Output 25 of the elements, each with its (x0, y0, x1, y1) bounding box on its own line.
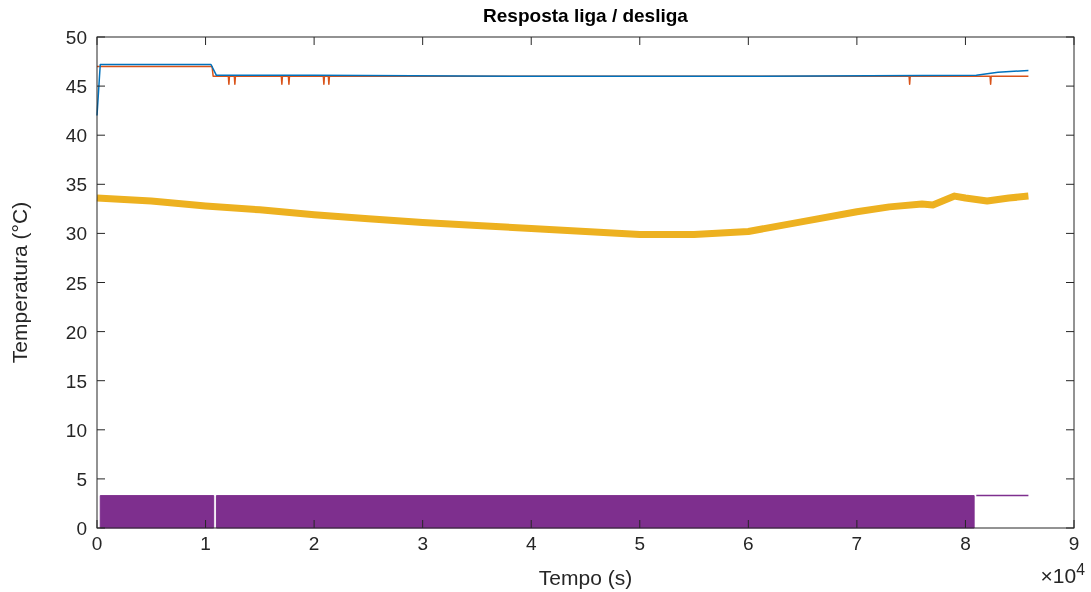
x-axis-title: Tempo (s) (538, 566, 633, 589)
y-tick-label: 50 (65, 27, 87, 48)
y-axis-title: Temperatura (°C) (8, 201, 31, 364)
y-tick-label: 35 (65, 174, 87, 196)
y-tick-label: 45 (65, 76, 87, 98)
x-tick-label: 7 (851, 533, 863, 554)
y-tick-label: 15 (65, 370, 87, 392)
x-tick-label: 5 (634, 533, 646, 554)
chart-title: Resposta liga / desliga (483, 5, 689, 26)
x-tick-label: 3 (417, 533, 428, 554)
text: ×10$^{4}$ (1040, 560, 1086, 587)
y-tick-label: 10 (65, 419, 87, 441)
x-tick-label: 2 (308, 533, 320, 554)
y-tick-label: 5 (76, 468, 87, 490)
x-tick-label: 9 (1068, 533, 1080, 554)
x-tick-label: 0 (91, 533, 103, 554)
y-tick-label: 0 (76, 518, 87, 539)
y-tick-label: 25 (65, 272, 87, 294)
y-tick-label: 40 (65, 125, 87, 147)
x-tick-label: 6 (743, 533, 754, 554)
y-tick-label: 20 (65, 321, 87, 343)
x-tick-label: 4 (525, 533, 537, 554)
x-tick-label: 1 (200, 533, 211, 554)
y-tick-label: 30 (65, 223, 87, 245)
x-tick-label: 8 (960, 533, 971, 554)
